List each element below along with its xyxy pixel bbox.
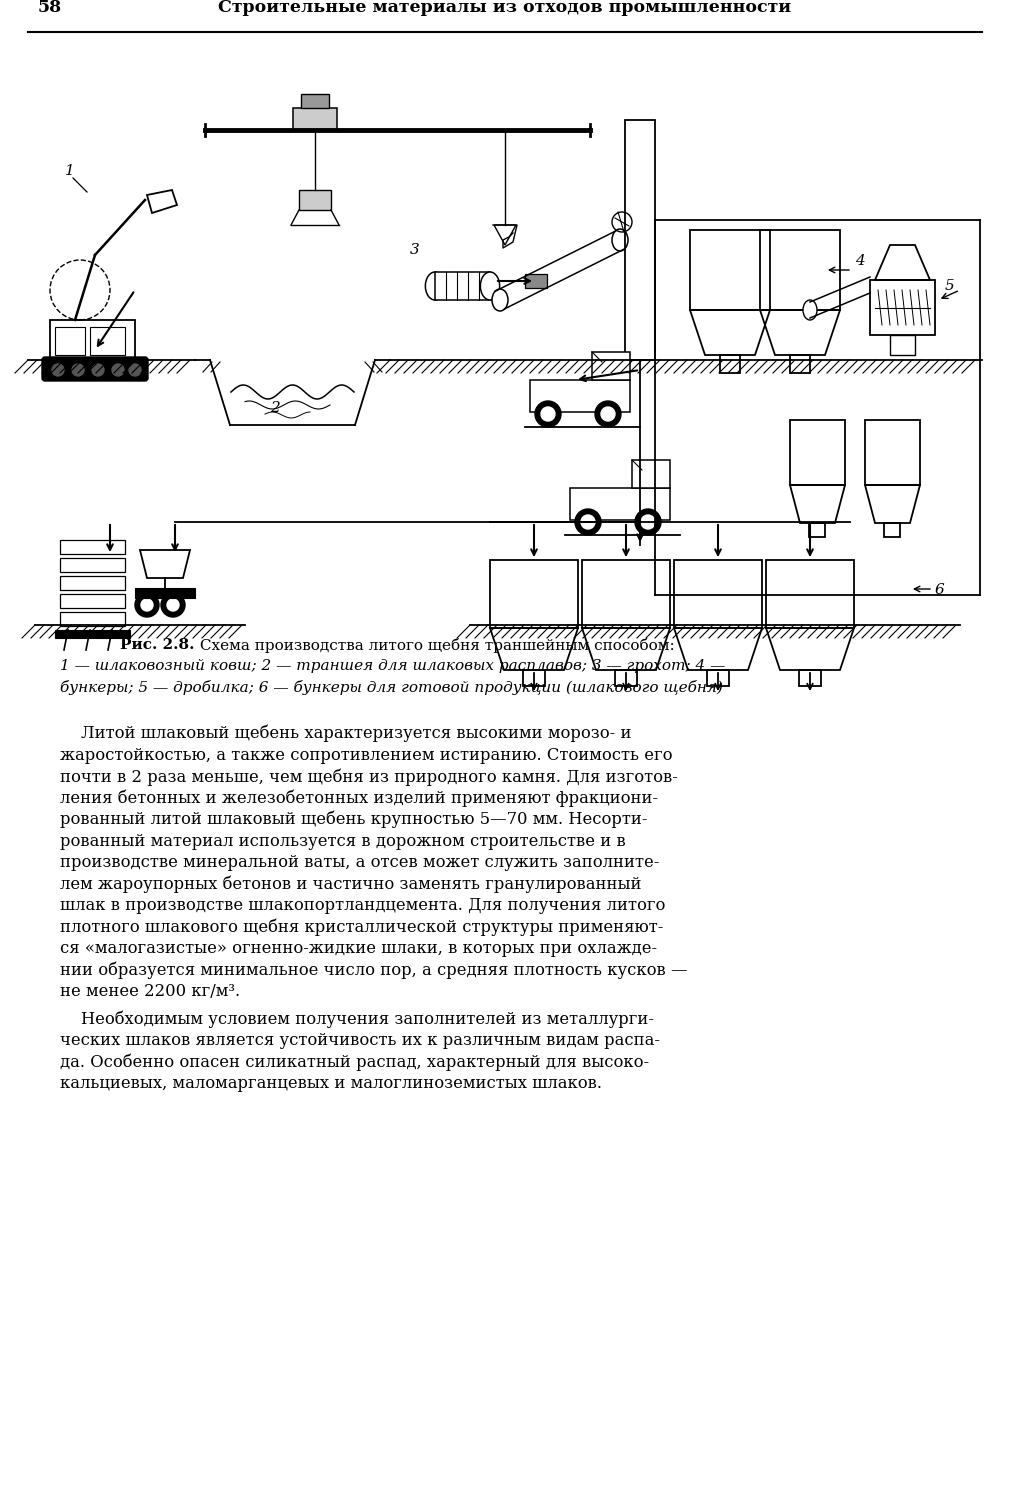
Bar	[301, 94, 329, 108]
Text: 1 — шлаковозный ковш; 2 — траншея для шлаковых расплавов; 3 — грохот; 4 —: 1 — шлаковозный ковш; 2 — траншея для шл…	[60, 658, 725, 674]
Text: Необходимым условием получения заполнителей из металлурги-: Необходимым условием получения заполните…	[60, 1011, 654, 1028]
Text: бункеры; 5 — дробилка; 6 — бункеры для готовой продукции (шлакового щебня): бункеры; 5 — дробилка; 6 — бункеры для г…	[60, 680, 723, 694]
Bar	[135, 588, 195, 598]
Bar	[525, 274, 547, 288]
Bar	[625, 120, 655, 360]
Circle shape	[635, 509, 661, 536]
Ellipse shape	[803, 300, 817, 320]
Bar	[870, 280, 935, 334]
Circle shape	[52, 364, 64, 376]
Bar	[60, 594, 125, 608]
Text: Литой шлаковый щебень характеризуется высокими морозо- и: Литой шлаковый щебень характеризуется вы…	[60, 724, 631, 742]
Bar	[690, 230, 770, 310]
Ellipse shape	[481, 272, 500, 300]
Circle shape	[541, 406, 556, 422]
Ellipse shape	[425, 272, 444, 300]
Circle shape	[601, 406, 615, 422]
Text: Строительные материалы из отходов промышленности: Строительные материалы из отходов промыш…	[218, 0, 792, 16]
Bar	[720, 356, 740, 374]
Bar	[60, 576, 125, 590]
Text: плотного шлакового щебня кристаллической структуры применяют-: плотного шлакового щебня кристаллической…	[60, 918, 664, 936]
Text: 4: 4	[855, 254, 865, 268]
Circle shape	[575, 509, 601, 536]
Text: нии образуется минимальное число пор, а средняя плотность кусков —: нии образуется минимальное число пор, а …	[60, 962, 688, 980]
Circle shape	[92, 364, 104, 376]
Text: 1: 1	[65, 164, 75, 178]
Circle shape	[161, 592, 185, 616]
Bar	[790, 420, 845, 484]
Text: рованный литой шлаковый щебень крупностью 5—70 мм. Несорти-: рованный литой шлаковый щебень крупность…	[60, 812, 647, 828]
Text: ческих шлаков является устойчивость их к различным видам распа-: ческих шлаков является устойчивость их к…	[60, 1032, 660, 1048]
Text: 58: 58	[38, 0, 63, 16]
Bar	[865, 420, 920, 484]
Circle shape	[72, 364, 84, 376]
Bar	[523, 670, 545, 686]
Bar	[674, 560, 762, 628]
Ellipse shape	[492, 290, 508, 310]
Bar	[60, 558, 125, 572]
Text: рованный материал используется в дорожном строительстве и в: рованный материал используется в дорожно…	[60, 833, 626, 849]
Bar	[884, 524, 900, 537]
Circle shape	[641, 514, 655, 529]
Text: лем жароупорных бетонов и частично заменять гранулированный: лем жароупорных бетонов и частично замен…	[60, 876, 641, 892]
Text: 3: 3	[410, 243, 420, 256]
Bar	[615, 670, 637, 686]
Bar	[299, 190, 331, 210]
Bar	[632, 460, 670, 488]
Bar	[90, 327, 125, 356]
Bar	[790, 356, 810, 374]
Text: не менее 2200 кг/м³.: не менее 2200 кг/м³.	[60, 982, 240, 1000]
Text: шлак в производстве шлакопортландцемента. Для получения литого: шлак в производстве шлакопортландцемента…	[60, 897, 666, 914]
Text: кальциевых, маломарганцевых и малоглиноземистых шлаков.: кальциевых, маломарганцевых и малоглиноз…	[60, 1076, 602, 1092]
Circle shape	[167, 598, 179, 610]
Circle shape	[135, 592, 159, 616]
Bar	[799, 670, 821, 686]
Ellipse shape	[612, 230, 628, 251]
Bar	[570, 488, 670, 520]
FancyBboxPatch shape	[42, 357, 148, 381]
Text: ся «малогазистые» огненно-жидкие шлаки, в которых при охлажде-: ся «малогазистые» огненно-жидкие шлаки, …	[60, 940, 658, 957]
Bar	[490, 560, 578, 628]
Bar	[809, 524, 825, 537]
Bar	[55, 630, 130, 638]
Circle shape	[112, 364, 124, 376]
Bar	[890, 334, 915, 356]
Bar	[50, 320, 135, 360]
Bar	[766, 560, 854, 628]
Text: 6: 6	[935, 584, 944, 597]
Bar	[55, 327, 85, 356]
Bar	[530, 380, 630, 412]
Bar	[60, 612, 125, 626]
Text: Схема производства литого щебня траншейным способом:: Схема производства литого щебня траншейн…	[195, 638, 675, 652]
Circle shape	[535, 400, 561, 427]
Text: 5: 5	[945, 279, 954, 292]
Circle shape	[141, 598, 153, 610]
Text: жаростойкостью, а также сопротивлением истиранию. Стоимость его: жаростойкостью, а также сопротивлением и…	[60, 747, 673, 764]
Bar	[760, 230, 840, 310]
Text: 2: 2	[270, 400, 280, 416]
Bar	[435, 272, 490, 300]
Text: производстве минеральной ваты, а отсев может служить заполните-: производстве минеральной ваты, а отсев м…	[60, 853, 660, 871]
Bar	[592, 352, 630, 380]
Text: почти в 2 раза меньше, чем щебня из природного камня. Для изготов-: почти в 2 раза меньше, чем щебня из прир…	[60, 768, 678, 786]
Text: ления бетонных и железобетонных изделий применяют фракциони-: ления бетонных и железобетонных изделий …	[60, 789, 659, 807]
Bar	[707, 670, 729, 686]
Bar	[582, 560, 670, 628]
Circle shape	[129, 364, 141, 376]
Text: Рис. 2.8.: Рис. 2.8.	[120, 638, 195, 652]
Bar	[60, 540, 125, 554]
Bar	[293, 108, 337, 130]
Text: да. Особенно опасен силикатный распад, характерный для высоко-: да. Особенно опасен силикатный распад, х…	[60, 1053, 649, 1071]
Circle shape	[595, 400, 621, 427]
Circle shape	[581, 514, 595, 529]
